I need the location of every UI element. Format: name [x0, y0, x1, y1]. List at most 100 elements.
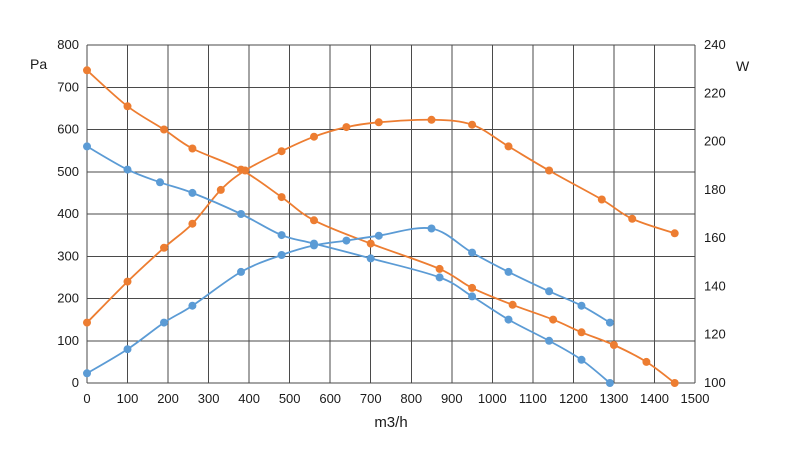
series-pressure-high-speed-point [642, 357, 651, 366]
series-power-high-speed-point [468, 120, 477, 129]
series-power-low-speed-point [468, 248, 477, 257]
series-power-low-speed-point [123, 345, 132, 354]
left-y-tick-label: 100 [57, 333, 79, 348]
series-power-low-speed-point [545, 287, 554, 296]
left-y-tick-label: 0 [72, 375, 79, 390]
x-tick-label: 800 [400, 391, 422, 406]
series-pressure-high-speed-line [86, 69, 676, 384]
series-pressure-high-speed-point [508, 300, 517, 309]
series-power-low-speed-point [577, 301, 586, 310]
series-pressure-high-speed-point [123, 102, 132, 111]
series-power-low-speed-point [427, 224, 436, 233]
series-layer [83, 66, 679, 387]
x-tick-label: 1500 [681, 391, 710, 406]
series-power-low-speed-point [374, 231, 383, 240]
series-pressure-low-speed-point [545, 336, 554, 345]
right-axis-unit-label: W [736, 58, 750, 74]
series-pressure-low-speed-point [156, 178, 164, 187]
series-power-high-speed-point [310, 132, 318, 141]
series-power-low-speed-point [310, 241, 318, 250]
series-pressure-low-speed-point [435, 273, 444, 282]
left-axis-unit-label: Pa [30, 56, 47, 72]
right-y-tick-label: 100 [704, 375, 726, 390]
series-pressure-low-speed-point [83, 142, 91, 151]
x-tick-label: 900 [441, 391, 463, 406]
left-y-tick-label: 800 [57, 37, 79, 52]
left-y-tick-label: 700 [57, 79, 79, 94]
series-pressure-high-speed-point [366, 239, 375, 248]
series-pressure-high-speed-point [549, 315, 558, 324]
series-power-high-speed-point [597, 195, 606, 204]
right-y-tick-label: 240 [704, 37, 726, 52]
series-power-high-speed-line [86, 118, 676, 324]
x-axis-title: m3/h [374, 414, 407, 431]
left-y-tick-label: 600 [57, 122, 79, 137]
series-pressure-low-speed-point [504, 315, 513, 324]
x-tick-label: 1200 [559, 391, 588, 406]
series-power-low-speed-point [504, 267, 513, 276]
right-y-tick-label: 180 [704, 182, 726, 197]
series-pressure-high-speed-point [160, 125, 168, 134]
series-power-high-speed-point [670, 229, 679, 238]
series-pressure-high-speed-point [670, 379, 679, 387]
grid-layer [86, 44, 696, 384]
series-pressure-low-speed-point [277, 231, 286, 240]
series-pressure-low-speed-point [605, 379, 614, 387]
series-pressure-low-speed-point [468, 292, 477, 301]
series-pressure-high-speed-point [577, 328, 586, 337]
series-pressure-high-speed-point [435, 264, 444, 273]
x-tick-label: 600 [319, 391, 341, 406]
left-y-tick-label: 400 [57, 206, 79, 221]
right-y-tick-label: 200 [704, 134, 726, 149]
series-power-low-speed-point [160, 318, 168, 327]
x-tick-label: 700 [360, 391, 382, 406]
series-power-high-speed-point [241, 166, 250, 175]
series-power-low-speed-point [83, 369, 91, 378]
tick-layer: 0 100 200 300 400 500 600 700 800 900 1000 1100 1200… [57, 37, 725, 406]
right-y-tick-label: 220 [704, 85, 726, 100]
series-power-high-speed-point [216, 185, 225, 194]
x-tick-label: 1400 [640, 391, 669, 406]
series-pressure-low-speed-point [123, 165, 132, 174]
series-pressure-low-speed-point [577, 355, 586, 364]
series-power-low-speed-point [605, 318, 614, 327]
series-power-high-speed-point [628, 214, 637, 223]
series-power-low-speed-point [277, 251, 286, 259]
series-power-high-speed-point [342, 123, 351, 132]
series-power-high-speed-point [504, 142, 513, 151]
series-pressure-high-speed-point [310, 216, 318, 225]
left-y-tick-label: 300 [57, 248, 79, 263]
x-tick-label: 0 [83, 391, 90, 406]
series-power-high-speed-point [123, 277, 132, 286]
series-pressure-high-speed-point [83, 66, 91, 75]
series-pressure-high-speed-point [277, 193, 286, 202]
series-power-high-speed-point [188, 219, 197, 228]
x-tick-label: 400 [238, 391, 260, 406]
left-y-tick-label: 200 [57, 291, 79, 306]
x-tick-label: 1100 [519, 391, 547, 406]
series-power-high-speed-point [545, 166, 554, 175]
series-pressure-high-speed-point [188, 144, 197, 153]
x-tick-label: 200 [157, 391, 179, 406]
series-power-low-speed-point [237, 267, 245, 276]
series-pressure-low-speed-point [366, 254, 375, 263]
series-power-high-speed-point [374, 118, 383, 127]
x-tick-label: 1300 [599, 391, 628, 406]
left-y-tick-label: 500 [57, 164, 79, 179]
x-tick-label: 500 [279, 391, 301, 406]
series-power-high-speed-point [160, 243, 168, 252]
x-tick-label: 100 [117, 391, 139, 406]
x-tick-label: 1000 [478, 391, 507, 406]
series-pressure-high-speed-point [468, 283, 477, 292]
series-pressure-high-speed-point [609, 341, 618, 349]
series-power-low-speed-point [188, 301, 197, 310]
right-y-tick-label: 160 [704, 230, 726, 245]
series-power-high-speed-point [427, 115, 436, 124]
series-power-high-speed-point [83, 318, 91, 327]
series-pressure-low-speed-line [86, 145, 611, 384]
series-pressure-low-speed-point [188, 188, 197, 197]
series-power-high-speed-point [277, 147, 286, 156]
right-y-tick-label: 120 [704, 327, 726, 342]
